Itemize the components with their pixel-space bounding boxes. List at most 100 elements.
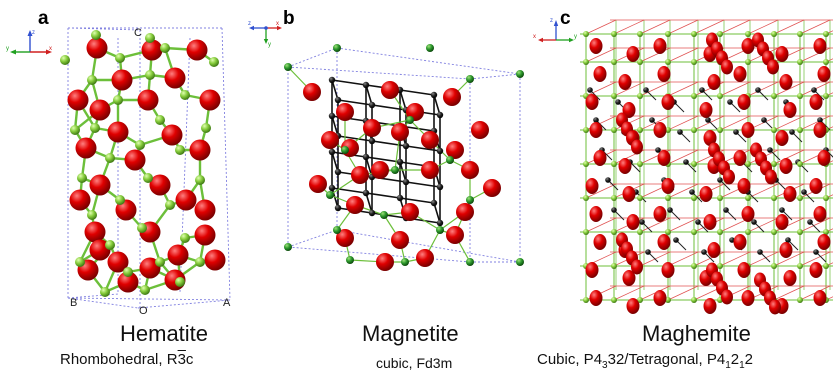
- cell-edge: [287, 246, 471, 263]
- iron-vacancy-site: [751, 219, 757, 225]
- lattice-line: [585, 217, 617, 233]
- iron-tetrahedral-atom: [466, 75, 474, 83]
- iron-atom: [717, 31, 723, 37]
- iron-atom: [143, 173, 153, 183]
- iron-tetrahedral-atom: [284, 63, 292, 71]
- oxygen-atom: [149, 174, 171, 196]
- iron-tetrahedral-atom: [341, 146, 349, 154]
- system-part-a: Cubic, P4: [537, 351, 603, 368]
- cell-edge: [67, 27, 141, 31]
- oxygen-atom: [199, 89, 221, 111]
- oxygen-atom: [661, 178, 675, 194]
- lattice-line: [585, 47, 617, 63]
- iron-atom: [637, 93, 643, 99]
- iron-atom: [115, 53, 125, 63]
- oxygen-atom: [111, 69, 133, 91]
- oxygen-atom: [371, 161, 389, 179]
- oxygen-atom: [421, 131, 439, 149]
- axis-label-y: y: [574, 34, 577, 40]
- iron-octahedral-atom: [334, 204, 342, 212]
- iron-vacancy-site: [779, 207, 785, 213]
- iron-vacancy-site: [755, 87, 761, 93]
- oxygen-atom: [767, 59, 779, 75]
- iron-atom: [583, 161, 589, 167]
- iron-atom: [771, 161, 777, 167]
- oxygen-atom: [817, 234, 831, 250]
- iron-atom: [611, 263, 617, 269]
- lattice-line: [825, 92, 833, 97]
- system-text: Rhombohedral,: [60, 351, 163, 368]
- oxygen-atom: [723, 169, 735, 185]
- iron-octahedral-atom: [334, 96, 342, 104]
- iron-atom: [583, 59, 589, 65]
- iron-atom: [691, 161, 697, 167]
- iron-atom: [175, 277, 185, 287]
- oxygen-atom: [585, 94, 599, 110]
- oxygen-atom: [89, 99, 111, 121]
- lattice-line: [639, 19, 671, 35]
- mineral-name-hematite: Hematite: [120, 321, 209, 346]
- iron-vacancy-site: [695, 219, 701, 225]
- oxygen-atom: [376, 253, 394, 271]
- iron-atom: [797, 161, 803, 167]
- axis-label-y: y: [268, 42, 271, 48]
- iron-atom: [745, 59, 751, 65]
- lattice-line: [719, 251, 751, 267]
- iron-atom: [195, 257, 205, 267]
- mineral-name-maghemite: Maghemite: [642, 321, 751, 346]
- iron-octahedral-atom: [334, 168, 342, 176]
- iron-atom: [823, 195, 829, 201]
- iron-atom: [797, 31, 803, 37]
- oxygen-atom: [351, 166, 369, 184]
- iron-atom: [583, 229, 589, 235]
- oxygen-atom: [137, 89, 159, 111]
- oxygen-atom: [443, 88, 461, 106]
- oxygen-atom: [703, 214, 717, 230]
- oxygen-atom: [89, 174, 111, 196]
- iron-atom: [745, 229, 751, 235]
- fe-fe-link: [331, 151, 339, 173]
- iron-atom: [823, 263, 829, 269]
- oxygen-atom: [117, 271, 139, 293]
- iron-atom: [717, 229, 723, 235]
- oxygen-atom: [622, 270, 636, 286]
- iron-atom: [611, 93, 617, 99]
- iron-tetrahedral-atom: [446, 156, 454, 164]
- iron-tetrahedral-atom: [426, 44, 434, 52]
- corner-label-o: O: [139, 305, 148, 317]
- fe-fe-link: [405, 181, 441, 188]
- fe-fe-link: [399, 89, 407, 111]
- lattice-line: [799, 251, 831, 267]
- oxygen-atom: [336, 229, 354, 247]
- oxygen-atom: [657, 234, 671, 250]
- oxygen-atom: [107, 121, 129, 143]
- lattice-line: [639, 217, 671, 233]
- oxygen-atom: [783, 186, 797, 202]
- oxygen-atom: [817, 66, 831, 82]
- iron-vacancy-site: [677, 129, 683, 135]
- iron-atom: [771, 93, 777, 99]
- lattice-line: [613, 285, 645, 301]
- iron-atom: [77, 173, 87, 183]
- oxygen-atom: [741, 122, 755, 138]
- oxygen-atom: [391, 231, 409, 249]
- iron-atom: [771, 31, 777, 37]
- oxygen-atom: [813, 206, 827, 222]
- oxygen-atom: [618, 158, 632, 174]
- iron-vacancy-site: [729, 237, 735, 243]
- lattice-line: [799, 19, 831, 35]
- cell-edge: [287, 66, 471, 80]
- cell-edge: [336, 229, 521, 263]
- oxygen-atom: [783, 102, 797, 118]
- iron-octahedral-atom: [436, 183, 444, 191]
- panel-letter-b: b: [283, 8, 295, 29]
- iron-atom: [665, 229, 671, 235]
- iron-atom: [691, 93, 697, 99]
- system-sub-2: 1: [725, 360, 731, 371]
- iron-vacancy-site: [785, 237, 791, 243]
- oxygen-atom: [204, 249, 226, 271]
- oxygen-atom: [589, 38, 603, 54]
- iron-vacancy-site: [611, 207, 617, 213]
- oxygen-atom: [769, 299, 781, 315]
